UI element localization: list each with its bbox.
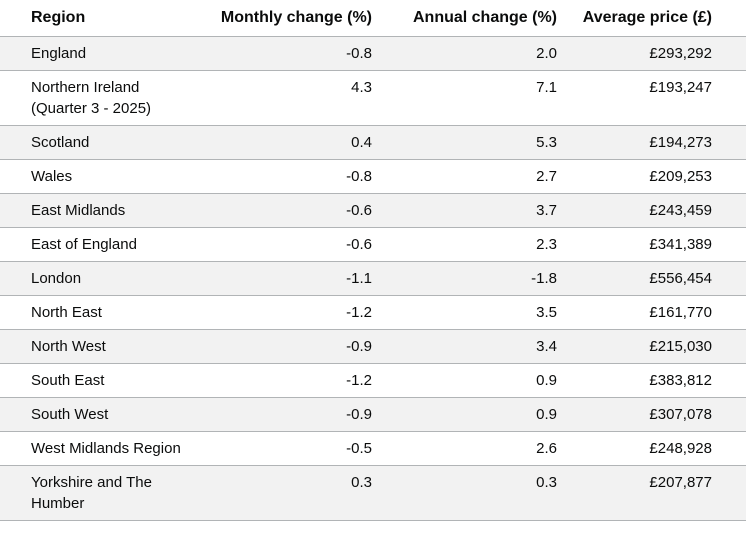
table-row: England -0.8 2.0 £293,292 [0, 36, 746, 71]
column-header: Region [0, 0, 190, 37]
value-cell: 7.1 [380, 70, 565, 126]
value-cell: -1.8 [380, 261, 565, 296]
region-cell: East Midlands [0, 193, 190, 228]
value-cell: 0.3 [380, 465, 565, 521]
value-cell: 3.4 [380, 329, 565, 364]
value-cell: £194,273 [565, 125, 746, 160]
value-cell: 2.6 [380, 431, 565, 466]
value-cell: -0.9 [190, 329, 380, 364]
table-row: Northern Ireland (Quarter 3 - 2025) 4.3 7.… [0, 70, 746, 126]
value-cell: -0.5 [190, 431, 380, 466]
column-header: Average price (£) [565, 0, 746, 37]
value-cell: 4.3 [190, 70, 380, 126]
region-cell: Northern Ireland (Quarter 3 - 2025) [0, 70, 190, 126]
value-cell: -0.6 [190, 227, 380, 262]
table-body: England -0.8 2.0 £293,292 Northern Ireland (… [0, 36, 746, 521]
table-header: Region Monthly change (%) Annual change (%… [0, 0, 746, 37]
value-cell: -0.9 [190, 397, 380, 432]
region-cell: East of England [0, 227, 190, 262]
table-row: Yorkshire and The Humber 0.3 0.3 £207,877 [0, 465, 746, 521]
value-cell: 2.7 [380, 159, 565, 194]
value-cell: -0.6 [190, 193, 380, 228]
value-cell: -1.1 [190, 261, 380, 296]
region-cell: South East [0, 363, 190, 398]
value-cell: £243,459 [565, 193, 746, 228]
value-cell: £209,253 [565, 159, 746, 194]
value-cell: -1.2 [190, 363, 380, 398]
region-cell: North West [0, 329, 190, 364]
value-cell: 5.3 [380, 125, 565, 160]
table-row: South East -1.2 0.9 £383,812 [0, 363, 746, 398]
value-cell: £293,292 [565, 36, 746, 71]
value-cell: 0.3 [190, 465, 380, 521]
table-row: South West -0.9 0.9 £307,078 [0, 397, 746, 432]
table-row: East Midlands -0.6 3.7 £243,459 [0, 193, 746, 228]
table-row: London -1.1 -1.8 £556,454 [0, 261, 746, 296]
table-row: North West -0.9 3.4 £215,030 [0, 329, 746, 364]
value-cell: £193,247 [565, 70, 746, 126]
value-cell: -1.2 [190, 295, 380, 330]
value-cell: -0.8 [190, 36, 380, 71]
value-cell: -0.8 [190, 159, 380, 194]
value-cell: 0.4 [190, 125, 380, 160]
region-cell: London [0, 261, 190, 296]
value-cell: £556,454 [565, 261, 746, 296]
value-cell: 0.9 [380, 397, 565, 432]
region-cell: South West [0, 397, 190, 432]
header-row: Region Monthly change (%) Annual change (%… [0, 0, 746, 37]
region-cell: North East [0, 295, 190, 330]
region-cell: Yorkshire and The Humber [0, 465, 190, 521]
value-cell: £248,928 [565, 431, 746, 466]
value-cell: 2.3 [380, 227, 565, 262]
table-row: North East -1.2 3.5 £161,770 [0, 295, 746, 330]
value-cell: 2.0 [380, 36, 565, 71]
table-row: West Midlands Region -0.5 2.6 £248,928 [0, 431, 746, 466]
value-cell: £307,078 [565, 397, 746, 432]
value-cell: 0.9 [380, 363, 565, 398]
value-cell: £207,877 [565, 465, 746, 521]
table-row: East of England -0.6 2.3 £341,389 [0, 227, 746, 262]
value-cell: £383,812 [565, 363, 746, 398]
value-cell: £161,770 [565, 295, 746, 330]
table-row: Wales -0.8 2.7 £209,253 [0, 159, 746, 194]
region-cell: West Midlands Region [0, 431, 190, 466]
region-cell: Scotland [0, 125, 190, 160]
value-cell: 3.5 [380, 295, 565, 330]
price-table: Region Monthly change (%) Annual change (%… [0, 0, 746, 521]
region-cell: Wales [0, 159, 190, 194]
region-cell: England [0, 36, 190, 71]
column-header: Annual change (%) [380, 0, 565, 37]
table-row: Scotland 0.4 5.3 £194,273 [0, 125, 746, 160]
column-header: Monthly change (%) [190, 0, 380, 37]
value-cell: £215,030 [565, 329, 746, 364]
value-cell: 3.7 [380, 193, 565, 228]
value-cell: £341,389 [565, 227, 746, 262]
